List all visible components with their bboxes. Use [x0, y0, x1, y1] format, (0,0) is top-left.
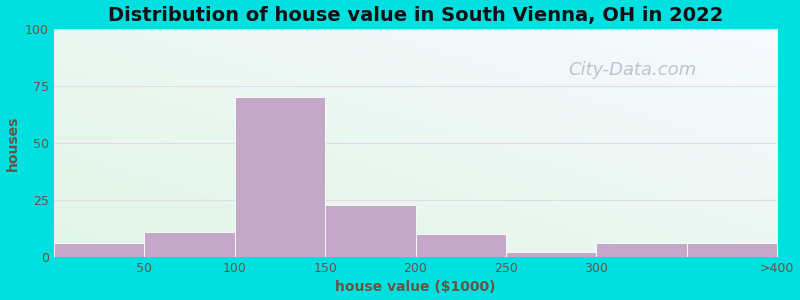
Bar	[597, 243, 687, 257]
Bar	[234, 97, 325, 257]
Text: City-Data.com: City-Data.com	[569, 61, 697, 79]
Title: Distribution of house value in South Vienna, OH in 2022: Distribution of house value in South Vie…	[108, 6, 723, 25]
Bar	[54, 243, 144, 257]
Bar	[506, 253, 597, 257]
Bar	[144, 232, 234, 257]
Bar	[325, 205, 415, 257]
Bar	[687, 243, 778, 257]
Bar	[415, 234, 506, 257]
Y-axis label: houses: houses	[6, 115, 19, 171]
X-axis label: house value ($1000): house value ($1000)	[335, 280, 496, 294]
